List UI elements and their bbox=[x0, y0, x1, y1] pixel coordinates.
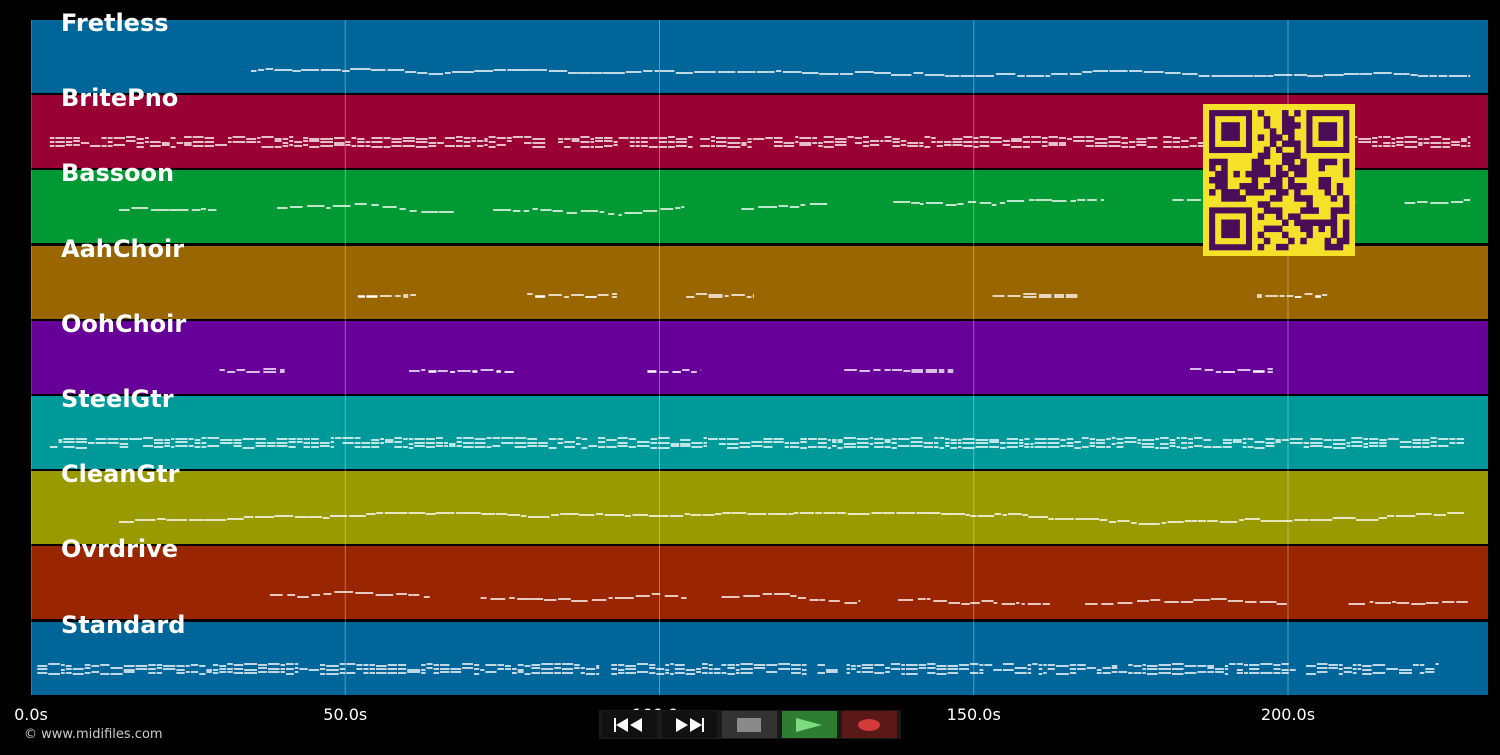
track-fretless[interactable]: Fretless bbox=[31, 9, 1488, 93]
note-lane bbox=[250, 68, 1471, 77]
note-lane bbox=[219, 368, 1273, 373]
rewind-button[interactable] bbox=[601, 711, 657, 738]
track-label: AahChoir bbox=[61, 234, 185, 263]
qr-code-image bbox=[1203, 104, 1355, 256]
play-icon bbox=[796, 717, 822, 732]
x-tick-label: 200.0s bbox=[1260, 705, 1316, 724]
record-button[interactable] bbox=[841, 711, 897, 738]
track-label: Bassoon bbox=[61, 159, 175, 188]
stop-button[interactable] bbox=[721, 711, 777, 738]
record-icon bbox=[858, 718, 880, 731]
note-lane bbox=[357, 292, 1328, 298]
stop-icon bbox=[737, 717, 761, 732]
rewind-icon bbox=[614, 717, 642, 732]
track-label: BritePno bbox=[61, 84, 179, 113]
x-tick-label: 150.0s bbox=[946, 705, 1001, 724]
track-ovrdrive[interactable]: Ovrdrive bbox=[31, 535, 1488, 620]
note-lane bbox=[37, 662, 1439, 675]
note-lane bbox=[118, 512, 1464, 525]
copyright-text: © www.midifiles.com bbox=[24, 727, 163, 742]
track-standard[interactable]: Standard bbox=[31, 611, 1488, 695]
note-lane bbox=[269, 591, 1468, 606]
track-cleangtr[interactable]: CleanGtr bbox=[31, 460, 1488, 545]
note-lane bbox=[49, 437, 1464, 449]
track-label: Ovrdrive bbox=[61, 535, 179, 564]
track-steelgtr[interactable]: SteelGtr bbox=[31, 385, 1488, 469]
x-tick-label: 50.0s bbox=[323, 705, 368, 724]
transport-controls bbox=[599, 710, 901, 739]
fast-forward-button[interactable] bbox=[661, 711, 717, 738]
track-label: CleanGtr bbox=[61, 460, 180, 489]
track-label: Standard bbox=[61, 610, 186, 639]
fast-forward-icon bbox=[676, 717, 704, 732]
track-label: Fretless bbox=[61, 9, 169, 37]
track-label: SteelGtr bbox=[61, 385, 174, 413]
track-aahchoir[interactable]: AahChoir bbox=[31, 235, 1488, 319]
play-button[interactable] bbox=[781, 711, 837, 738]
x-tick-label: 0.0s bbox=[14, 705, 48, 724]
track-label: OohChoir bbox=[61, 309, 187, 338]
track-oohchoir[interactable]: OohChoir bbox=[31, 310, 1488, 394]
